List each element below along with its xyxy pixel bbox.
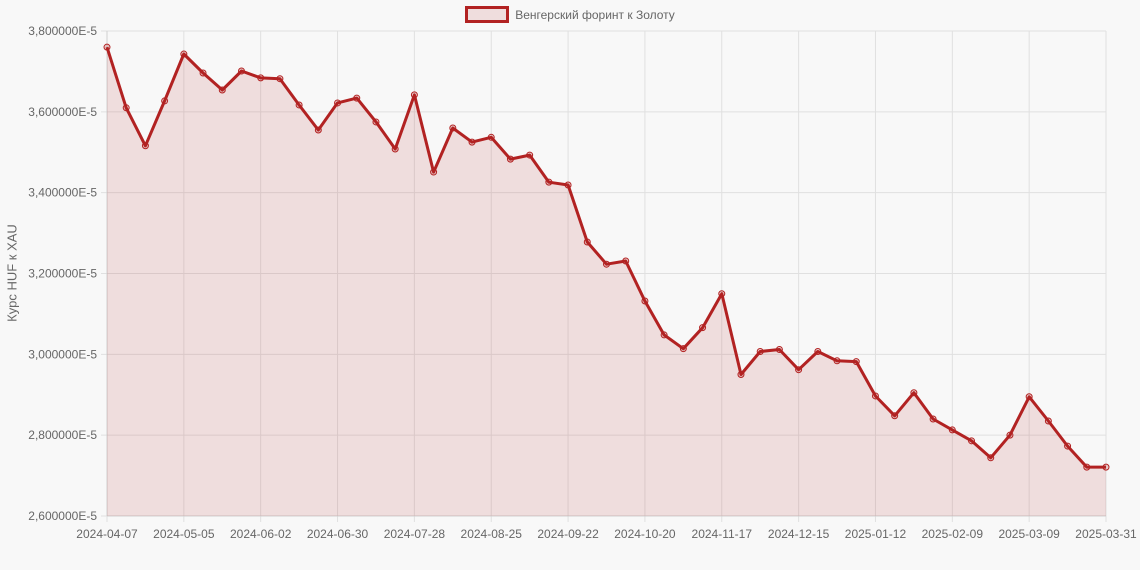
x-tick-label: 2024-06-02	[230, 527, 292, 541]
data-point[interactable]	[852, 358, 860, 366]
data-point[interactable]	[314, 126, 322, 134]
data-point[interactable]	[641, 297, 649, 305]
data-point[interactable]	[660, 331, 668, 339]
data-points	[103, 43, 1110, 471]
y-tick-label: 3,800000E-5	[28, 24, 97, 38]
data-point[interactable]	[603, 260, 610, 268]
data-point[interactable]	[718, 290, 726, 298]
data-point[interactable]	[1006, 431, 1014, 439]
x-tick-label: 2024-12-15	[768, 527, 830, 541]
legend: Венгерский форинт к Золоту	[0, 6, 1140, 23]
data-point[interactable]	[910, 389, 918, 397]
data-point[interactable]	[775, 345, 783, 353]
y-tick-label: 3,600000E-5	[28, 105, 97, 119]
x-tick-label: 2024-05-05	[153, 527, 215, 541]
y-tick-label: 3,200000E-5	[28, 267, 97, 281]
data-point[interactable]	[237, 67, 245, 75]
legend-label[interactable]: Венгерский форинт к Золоту	[515, 7, 675, 22]
x-tick-label: 2025-02-09	[922, 527, 984, 541]
x-tick-label: 2024-07-28	[384, 527, 446, 541]
x-tick-label: 2025-03-31	[1075, 527, 1137, 541]
data-point[interactable]	[334, 99, 342, 107]
legend-swatch[interactable]	[465, 6, 510, 23]
data-point[interactable]	[622, 257, 630, 265]
data-point[interactable]	[141, 142, 149, 150]
data-point[interactable]	[1102, 463, 1110, 471]
data-point[interactable]	[526, 151, 534, 159]
data-point[interactable]	[180, 50, 188, 58]
data-point[interactable]	[391, 145, 399, 153]
data-point[interactable]	[1064, 442, 1072, 450]
data-point[interactable]	[545, 178, 553, 186]
data-point[interactable]	[295, 101, 303, 109]
x-tick-label: 2024-09-22	[537, 527, 599, 541]
x-tick-label: 2024-08-25	[461, 527, 523, 541]
data-point[interactable]	[891, 412, 899, 420]
y-tick-label: 2,800000E-5	[28, 428, 97, 442]
data-point[interactable]	[699, 324, 707, 332]
data-point[interactable]	[987, 454, 995, 462]
data-point[interactable]	[468, 138, 476, 146]
data-point[interactable]	[871, 392, 879, 400]
x-tick-label: 2025-03-09	[998, 527, 1060, 541]
data-point[interactable]	[161, 97, 169, 105]
data-point[interactable]	[410, 91, 418, 99]
data-point[interactable]	[276, 75, 284, 83]
y-tick-label: 3,000000E-5	[28, 347, 97, 361]
data-point[interactable]	[218, 86, 226, 94]
data-point[interactable]	[353, 94, 361, 102]
data-point[interactable]	[583, 238, 591, 246]
y-axis-ticks: 3,800000E-5 3,600000E-5 3,400000E-5 3,20000…	[28, 24, 97, 523]
data-point[interactable]	[257, 74, 265, 82]
data-point[interactable]	[122, 104, 130, 112]
data-point[interactable]	[929, 415, 937, 423]
data-point[interactable]	[795, 366, 803, 374]
data-point[interactable]	[968, 437, 976, 445]
data-point[interactable]	[679, 345, 687, 353]
x-axis-ticks: 2024-04-07 2024-05-05 2024-06-02 2024-06-30…	[76, 527, 1137, 541]
x-tick-label: 2025-01-12	[845, 527, 907, 541]
data-point[interactable]	[1083, 463, 1091, 471]
data-point[interactable]	[814, 348, 822, 356]
data-point[interactable]	[199, 69, 207, 77]
data-point[interactable]	[737, 371, 745, 379]
x-tick-label: 2024-10-20	[614, 527, 676, 541]
x-tick-label: 2024-06-30	[307, 527, 369, 541]
gridlines	[101, 30, 1107, 522]
data-point[interactable]	[449, 124, 457, 132]
x-tick-label: 2024-04-07	[76, 527, 138, 541]
data-line	[105, 46, 1106, 469]
area-fill	[107, 47, 1106, 516]
data-point[interactable]	[506, 155, 514, 163]
data-point[interactable]	[103, 43, 111, 51]
data-point[interactable]	[1044, 417, 1052, 425]
data-point[interactable]	[430, 168, 438, 176]
data-point[interactable]	[564, 181, 572, 189]
data-point[interactable]	[948, 426, 956, 434]
x-tick-label: 2024-11-17	[692, 527, 753, 541]
data-point[interactable]	[756, 348, 764, 356]
data-point[interactable]	[1025, 393, 1033, 401]
y-tick-label: 3,400000E-5	[28, 186, 97, 200]
data-point[interactable]	[372, 118, 380, 126]
y-tick-label: 2,600000E-5	[28, 509, 97, 523]
data-point[interactable]	[487, 133, 495, 141]
data-point[interactable]	[833, 357, 841, 365]
